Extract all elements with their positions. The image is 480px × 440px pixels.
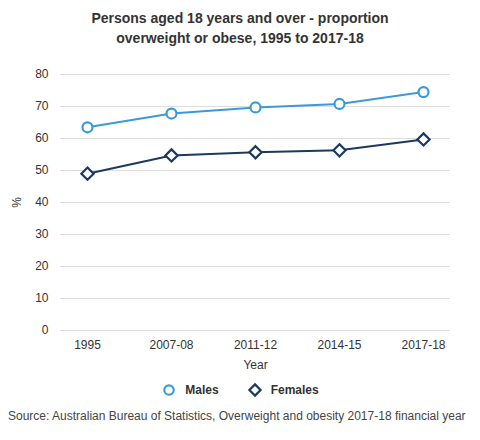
svg-text:1995: 1995 <box>74 338 101 352</box>
svg-text:80: 80 <box>35 67 49 81</box>
svg-text:2014-15: 2014-15 <box>317 338 361 352</box>
svg-text:40: 40 <box>35 195 49 209</box>
svg-text:10: 10 <box>35 291 49 305</box>
html-text:Persons aged 18 years and over: Persons aged 18 years and over - proport… <box>91 10 389 46</box>
svg-text:2007-08: 2007-08 <box>149 338 193 352</box>
svg-text:50: 50 <box>35 163 49 177</box>
svg-text:%: % <box>10 197 24 208</box>
svg-text:Year: Year <box>243 358 267 372</box>
svg-text:2011-12: 2011-12 <box>234 338 277 352</box>
svg-text:60: 60 <box>35 131 49 145</box>
svg-text:0: 0 <box>42 323 49 337</box>
svg-text:70: 70 <box>35 99 49 113</box>
svg-text:20: 20 <box>35 259 49 273</box>
html-text:Females: Females <box>270 383 319 397</box>
html-text:Males: Males <box>185 383 219 397</box>
html-text:Source: Australian Bureau of S: Source: Australian Bureau of Statistics,… <box>8 409 466 423</box>
svg-text:2017-18: 2017-18 <box>401 338 445 352</box>
svg-text:30: 30 <box>35 227 49 241</box>
